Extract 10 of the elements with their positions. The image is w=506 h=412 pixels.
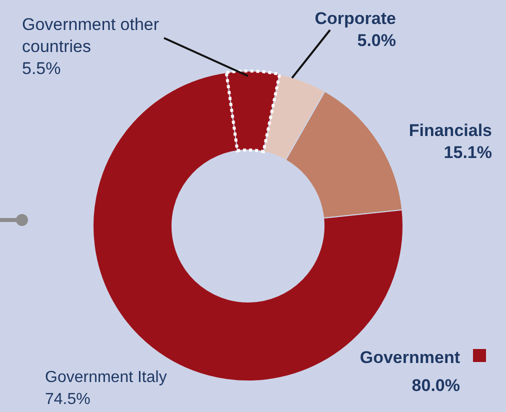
data-label: 5.0% (357, 31, 396, 50)
data-label: 74.5% (45, 391, 90, 408)
slice-label: Government other countries (22, 15, 160, 56)
slice-label: Corporate (314, 9, 396, 28)
text: Government (360, 348, 460, 367)
text: 80.0% (412, 376, 460, 395)
data-label: 5.5% (22, 59, 61, 78)
slice-label: Financials (408, 121, 492, 140)
data-label: 15.1% (444, 143, 492, 162)
slice-label: Government Italy (45, 369, 167, 386)
